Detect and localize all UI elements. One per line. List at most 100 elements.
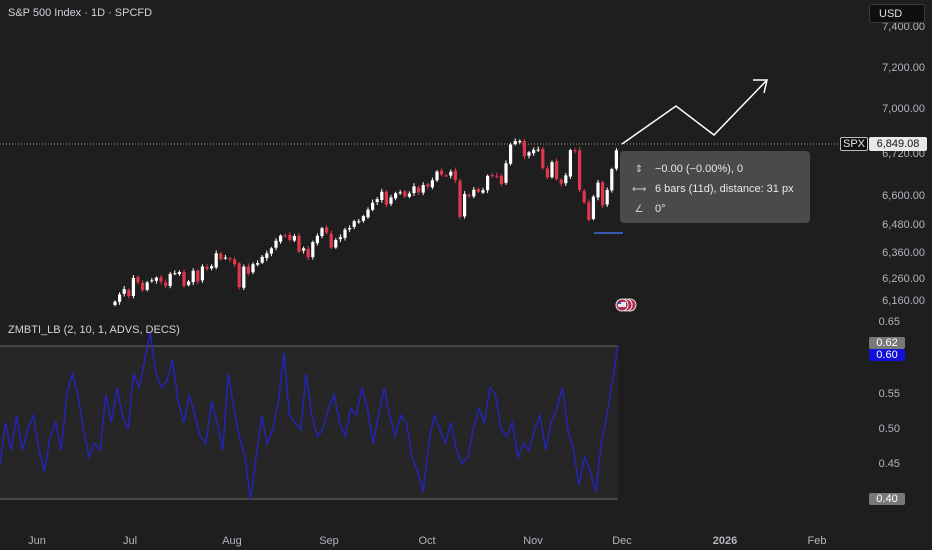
- candle: [371, 199, 375, 212]
- candle: [380, 188, 384, 203]
- candle: [145, 280, 149, 292]
- indicator-title[interactable]: ZMBTI_LB (2, 10, 1, ADVS, DECS): [8, 324, 180, 336]
- candle: [596, 179, 600, 201]
- candle: [233, 256, 237, 267]
- candle: [564, 172, 568, 186]
- candle: [297, 232, 301, 254]
- candle: [568, 148, 572, 179]
- candle: [444, 174, 448, 178]
- symbol-price-tag: SPX: [840, 137, 868, 151]
- candle: [545, 165, 549, 180]
- candle: [260, 255, 264, 265]
- time-axis-label: Sep: [319, 535, 339, 547]
- candle: [352, 219, 356, 230]
- candle: [205, 263, 209, 271]
- candle: [320, 226, 324, 239]
- price-axis-label: 7,000.00: [882, 103, 925, 115]
- candle: [182, 269, 186, 288]
- indicator-axis[interactable]: 0.65 0.55 0.50 0.45: [879, 316, 900, 470]
- indicator-upper-tag: 0.62: [869, 337, 905, 349]
- candle: [279, 234, 283, 244]
- candle: [348, 225, 352, 232]
- time-axis-label: Aug: [222, 535, 242, 547]
- time-axis-label: Dec: [612, 535, 632, 547]
- candle: [509, 142, 513, 166]
- candle: [246, 263, 250, 276]
- symbol-title[interactable]: S&P 500 Index · 1D · SPCFD: [8, 7, 153, 19]
- candle: [472, 187, 476, 199]
- candle: [361, 214, 365, 223]
- indicator-axis-label: 0.55: [879, 388, 900, 400]
- candle: [292, 234, 296, 243]
- time-axis[interactable]: Jun Jul Aug Sep Oct Nov Dec 2026 Feb: [28, 535, 826, 547]
- forecast-arrow-head[interactable]: [753, 79, 768, 94]
- candle: [467, 193, 471, 199]
- candle: [329, 230, 333, 250]
- candle: [532, 147, 536, 156]
- candle: [614, 148, 618, 171]
- candle: [118, 292, 122, 305]
- bars-range-icon: ⟷: [632, 183, 647, 195]
- candle: [127, 288, 131, 299]
- candle: [486, 174, 490, 194]
- candle: [288, 231, 292, 242]
- candle: [141, 280, 145, 292]
- candle: [131, 275, 135, 299]
- candle: [223, 254, 227, 260]
- candle: [449, 169, 453, 179]
- time-axis-label: Jun: [28, 535, 46, 547]
- candle: [338, 234, 342, 243]
- candle: [237, 262, 241, 290]
- candle: [228, 256, 232, 263]
- price-axis-label: 7,200.00: [882, 62, 925, 74]
- candle: [412, 183, 416, 196]
- economic-events-icon[interactable]: [615, 298, 637, 312]
- candle: [315, 233, 319, 246]
- price-axis-label: 6,720.00: [882, 148, 925, 160]
- candle: [559, 178, 563, 187]
- candle: [499, 173, 503, 187]
- candle: [325, 225, 329, 235]
- candle: [219, 251, 223, 261]
- indicator-value-tag: 0.60: [869, 349, 905, 361]
- angle-icon: ∠: [634, 203, 644, 215]
- candle: [343, 227, 347, 241]
- currency-button[interactable]: USD: [869, 4, 925, 23]
- candle: [122, 285, 126, 297]
- candle: [366, 207, 370, 219]
- candle: [421, 182, 425, 196]
- candle: [191, 268, 195, 286]
- candle: [394, 191, 398, 201]
- price-axis[interactable]: 6,720.00 7,400.00 7,200.00 7,000.00 6,600.00…: [882, 21, 925, 307]
- time-axis-label: Feb: [808, 535, 827, 547]
- candle: [375, 197, 379, 205]
- candle: [541, 146, 545, 170]
- candle: [242, 264, 246, 291]
- candle: [550, 160, 554, 179]
- candle: [334, 238, 338, 249]
- candle: [522, 138, 526, 160]
- forecast-path-drawing[interactable]: [621, 79, 768, 145]
- candle: [187, 279, 191, 287]
- candle: [274, 238, 278, 251]
- candle: [214, 250, 218, 270]
- candle: [518, 139, 522, 144]
- candle: [435, 170, 439, 183]
- candle: [302, 246, 306, 254]
- candle: [210, 264, 214, 271]
- candle: [150, 277, 154, 283]
- indicator-pane-background: [0, 346, 618, 499]
- candle: [306, 246, 310, 261]
- price-axis-label: 6,600.00: [882, 190, 925, 202]
- indicator-axis-label: 0.45: [879, 458, 900, 470]
- candle: [384, 189, 388, 208]
- candle: [582, 188, 586, 205]
- indicator-line: [0, 331, 619, 500]
- candle: [417, 185, 421, 196]
- candle: [269, 246, 273, 257]
- candle: [357, 218, 361, 224]
- candle: [426, 182, 430, 189]
- last-price-tag: 6,849.08: [869, 137, 927, 151]
- candle: [164, 279, 168, 289]
